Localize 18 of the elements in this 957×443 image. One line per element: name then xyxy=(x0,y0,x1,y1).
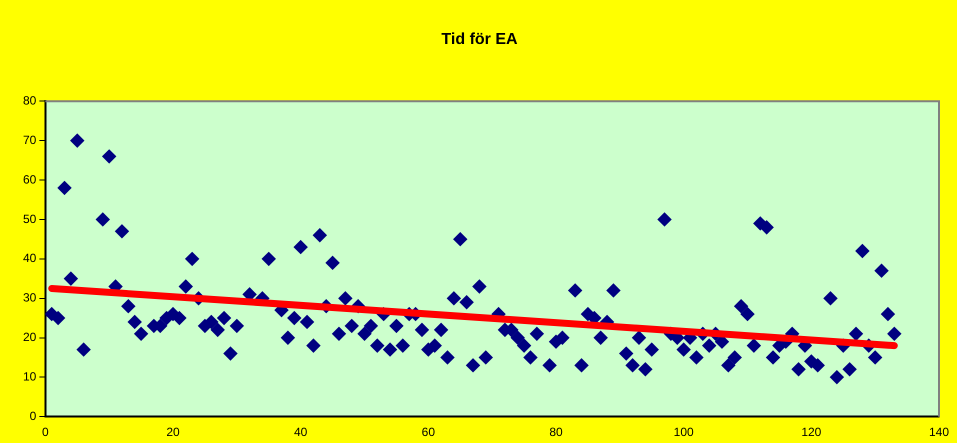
x-tick-label: 20 xyxy=(166,425,180,440)
y-tick-label: 70 xyxy=(22,132,37,147)
x-tick-label: 140 xyxy=(928,425,950,440)
y-tick-label: 0 xyxy=(30,408,37,423)
y-tick-label: 80 xyxy=(22,94,37,108)
y-tick-label: 60 xyxy=(22,172,37,186)
y-tick-label: 30 xyxy=(22,290,37,305)
chart-title: Tid för EA xyxy=(441,31,518,48)
x-tick-label: 100 xyxy=(674,425,694,440)
y-tick-label: 40 xyxy=(22,251,37,266)
x-tick-label: 0 xyxy=(42,425,50,440)
x-tick-label: 80 xyxy=(549,425,563,440)
y-tick-label: 50 xyxy=(22,212,37,226)
x-tick-label: 60 xyxy=(422,425,436,440)
x-tick-label: 120 xyxy=(801,425,822,440)
y-tick-label: 10 xyxy=(22,369,37,384)
y-tick-label: 20 xyxy=(22,330,37,344)
x-tick-label: 40 xyxy=(294,425,308,440)
